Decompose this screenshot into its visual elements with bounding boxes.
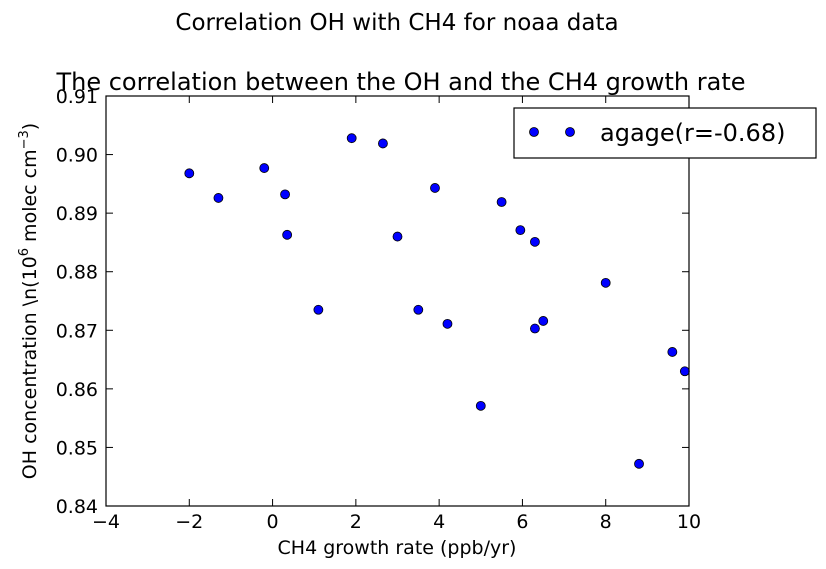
data-point <box>530 236 540 247</box>
y-tick-label: 0.90 <box>56 145 98 167</box>
legend-marker <box>565 127 575 137</box>
data-point <box>442 318 453 329</box>
data-point <box>413 304 424 315</box>
x-axis-ticks: −4 −2 0 2 4 6 8 10 <box>92 96 701 533</box>
data-point <box>634 458 644 469</box>
data-point <box>184 168 195 179</box>
y-tick-label: 0.91 <box>56 86 98 108</box>
data-point <box>475 400 486 411</box>
data-point <box>496 197 507 207</box>
chart-suptitle: Correlation OH with CH4 for noaa data <box>175 10 618 36</box>
data-point <box>378 138 388 149</box>
data-point <box>538 316 549 326</box>
x-tick-label: 2 <box>350 511 362 533</box>
data-point <box>259 163 270 173</box>
y-axis-label-exp2: −3 <box>17 130 32 149</box>
data-point <box>213 193 224 203</box>
legend: agage(r=-0.68) <box>513 107 817 159</box>
x-tick-label: −2 <box>175 511 203 533</box>
data-point <box>313 304 324 315</box>
y-axis-label-end: ) <box>19 123 41 130</box>
plot-frame <box>105 95 690 507</box>
chart-title: The correlation between the OH and the C… <box>55 68 745 96</box>
data-point <box>430 183 440 193</box>
data-point <box>530 323 540 334</box>
y-axis-label-exp1: 6 <box>17 248 32 256</box>
data-point <box>667 347 678 357</box>
x-tick-label: 8 <box>600 511 612 533</box>
data-point <box>346 133 357 144</box>
y-axis-label-mid: molec cm <box>19 149 41 248</box>
y-axis-ticks: 0.84 0.85 0.86 0.87 0.88 0.89 0.90 0.91 <box>56 86 689 518</box>
y-tick-label: 0.87 <box>56 320 98 342</box>
legend-label: agage(r=-0.68) <box>600 119 785 147</box>
x-tick-label: 6 <box>516 511 528 533</box>
y-tick-label: 0.85 <box>56 437 98 459</box>
y-axis-label-main: OH concentration \n(10 <box>19 256 41 479</box>
data-point <box>392 231 403 242</box>
legend-box <box>513 107 817 159</box>
y-axis-label: OH concentration \n(106 molec cm−3) <box>17 123 41 479</box>
x-tick-label: −4 <box>92 511 120 533</box>
data-point <box>282 229 293 240</box>
data-point <box>679 366 690 377</box>
x-axis-label: CH4 growth rate (ppb/yr) <box>278 537 517 559</box>
plot-points <box>184 133 690 469</box>
y-tick-label: 0.84 <box>56 496 98 518</box>
y-tick-label: 0.89 <box>56 203 98 225</box>
data-point <box>515 225 526 236</box>
data-point <box>600 277 611 288</box>
x-tick-label: 0 <box>267 511 279 533</box>
x-tick-label: 10 <box>677 511 701 533</box>
y-tick-label: 0.88 <box>56 262 98 284</box>
x-tick-label: 4 <box>433 511 445 533</box>
data-point <box>280 189 290 200</box>
y-tick-label: 0.86 <box>56 379 98 401</box>
legend-marker <box>529 127 539 137</box>
